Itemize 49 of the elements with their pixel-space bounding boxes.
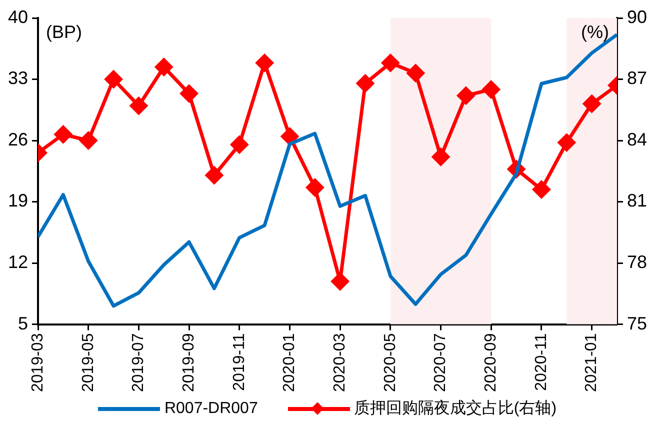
point bbox=[432, 148, 450, 166]
x-tick-label: 2020-07 bbox=[432, 333, 450, 392]
y-axis-title: (BP) bbox=[46, 22, 82, 42]
x-tick-label: 2020-11 bbox=[532, 333, 550, 391]
y2-tick-label: 78 bbox=[626, 252, 648, 272]
point bbox=[382, 54, 400, 72]
point bbox=[180, 84, 198, 102]
point bbox=[306, 178, 324, 196]
point bbox=[356, 74, 374, 92]
point bbox=[256, 54, 274, 72]
x-tick-label: 2021-01 bbox=[583, 333, 600, 392]
point bbox=[130, 97, 148, 115]
x-tick-label: 2019-03 bbox=[29, 333, 46, 392]
point bbox=[532, 180, 550, 198]
point bbox=[205, 166, 223, 184]
x-tick-label: 2020-09 bbox=[482, 333, 500, 392]
point bbox=[558, 134, 576, 152]
point bbox=[406, 64, 424, 82]
legend-label: 质押回购隔夜成交占比(右轴) bbox=[354, 398, 557, 419]
point bbox=[583, 95, 601, 113]
point bbox=[280, 128, 298, 146]
x-tick-label: 2019-11 bbox=[230, 333, 248, 391]
y2-tick-label: 87 bbox=[626, 68, 648, 88]
point bbox=[54, 126, 72, 144]
legend-label: R007-DR007 bbox=[164, 400, 258, 418]
y-tick-label: 33 bbox=[8, 68, 28, 88]
x-tick-label: 2020-05 bbox=[382, 333, 399, 392]
x-tick-label: 2019-07 bbox=[130, 333, 148, 392]
point bbox=[80, 132, 98, 150]
y-tick-label: 40 bbox=[8, 6, 28, 27]
y2-tick-label: 90 bbox=[626, 6, 648, 27]
point bbox=[230, 136, 248, 154]
point bbox=[457, 86, 475, 104]
point bbox=[104, 70, 122, 88]
y2-tick-label: 81 bbox=[626, 190, 648, 211]
x-tick-label: 2019-05 bbox=[80, 333, 97, 392]
y-tick-label: 5 bbox=[18, 313, 28, 334]
y2-tick-label: 84 bbox=[626, 129, 648, 150]
x-tick-label: 2020-01 bbox=[281, 333, 298, 392]
y2-axis-title: (%) bbox=[580, 22, 609, 42]
point bbox=[155, 58, 173, 76]
x-tick-label: 2019-09 bbox=[180, 333, 198, 392]
point bbox=[331, 272, 349, 290]
y2-tick-label: 75 bbox=[626, 313, 648, 334]
x-tick-label: 2020-03 bbox=[331, 333, 348, 392]
point bbox=[482, 80, 500, 98]
y-tick-label: 12 bbox=[8, 252, 28, 272]
y-tick-label: 19 bbox=[8, 190, 28, 211]
y-tick-label: 26 bbox=[8, 129, 28, 150]
